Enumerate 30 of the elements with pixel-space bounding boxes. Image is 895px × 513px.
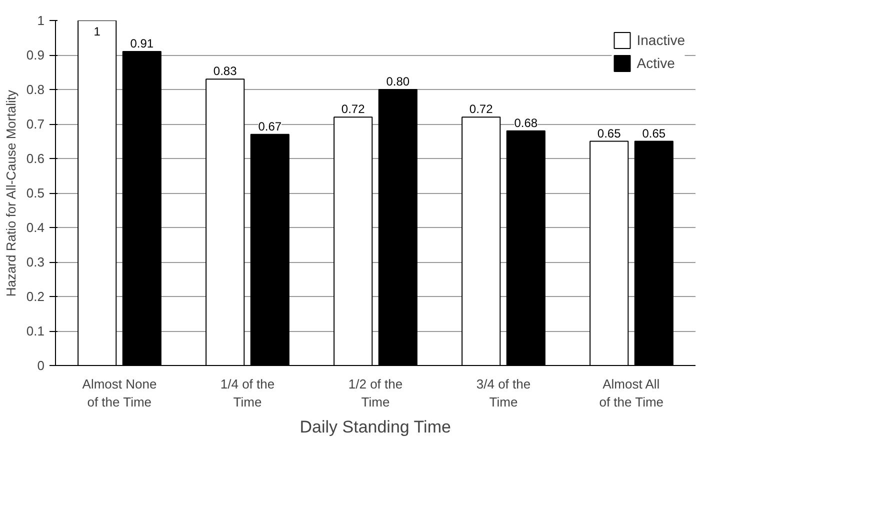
x-tick-label: 1/2 of the Time — [348, 376, 403, 410]
data-label: 0.72 — [341, 102, 366, 116]
x-tick-label: Almost All of the Time — [599, 376, 664, 410]
data-label: 0.83 — [213, 64, 238, 78]
x-axis-title: Daily Standing Time — [300, 418, 451, 436]
x-tick-label: Almost None of the Time — [82, 376, 157, 410]
x-tick-label: 3/4 of the Time — [476, 376, 531, 410]
y-tick-label: 0.1 — [26, 324, 45, 338]
data-label: 0.65 — [597, 126, 622, 140]
data-label: 0.80 — [386, 74, 410, 88]
y-tick-label: 0.8 — [26, 82, 45, 97]
y-tick-label: 0.6 — [26, 151, 45, 166]
y-tick-label: 0.3 — [26, 254, 45, 270]
data-label: 0.67 — [258, 119, 282, 134]
y-tick-label: 0.9 — [26, 48, 45, 62]
y-tick-label: 0 — [37, 358, 45, 373]
y-tick-label: 1 — [37, 13, 45, 28]
y-tick-label: 0.7 — [26, 116, 45, 132]
data-label: 1 — [94, 24, 101, 38]
data-label: 0.68 — [514, 116, 538, 130]
data-label: 0.91 — [130, 36, 154, 51]
y-tick-label: 0.4 — [26, 220, 45, 235]
legend-label: Inactive — [636, 32, 685, 48]
y-tick-label: 0.2 — [26, 289, 45, 304]
data-label: 0.72 — [469, 102, 494, 116]
y-tick-label: 0.5 — [26, 186, 45, 200]
data-label: 0.65 — [642, 126, 666, 140]
y-axis-title: Hazard Ratio for All-Cause Mortality — [3, 90, 18, 297]
legend-label: Active — [636, 55, 675, 71]
x-tick-label: 1/4 of the Time — [220, 376, 275, 410]
